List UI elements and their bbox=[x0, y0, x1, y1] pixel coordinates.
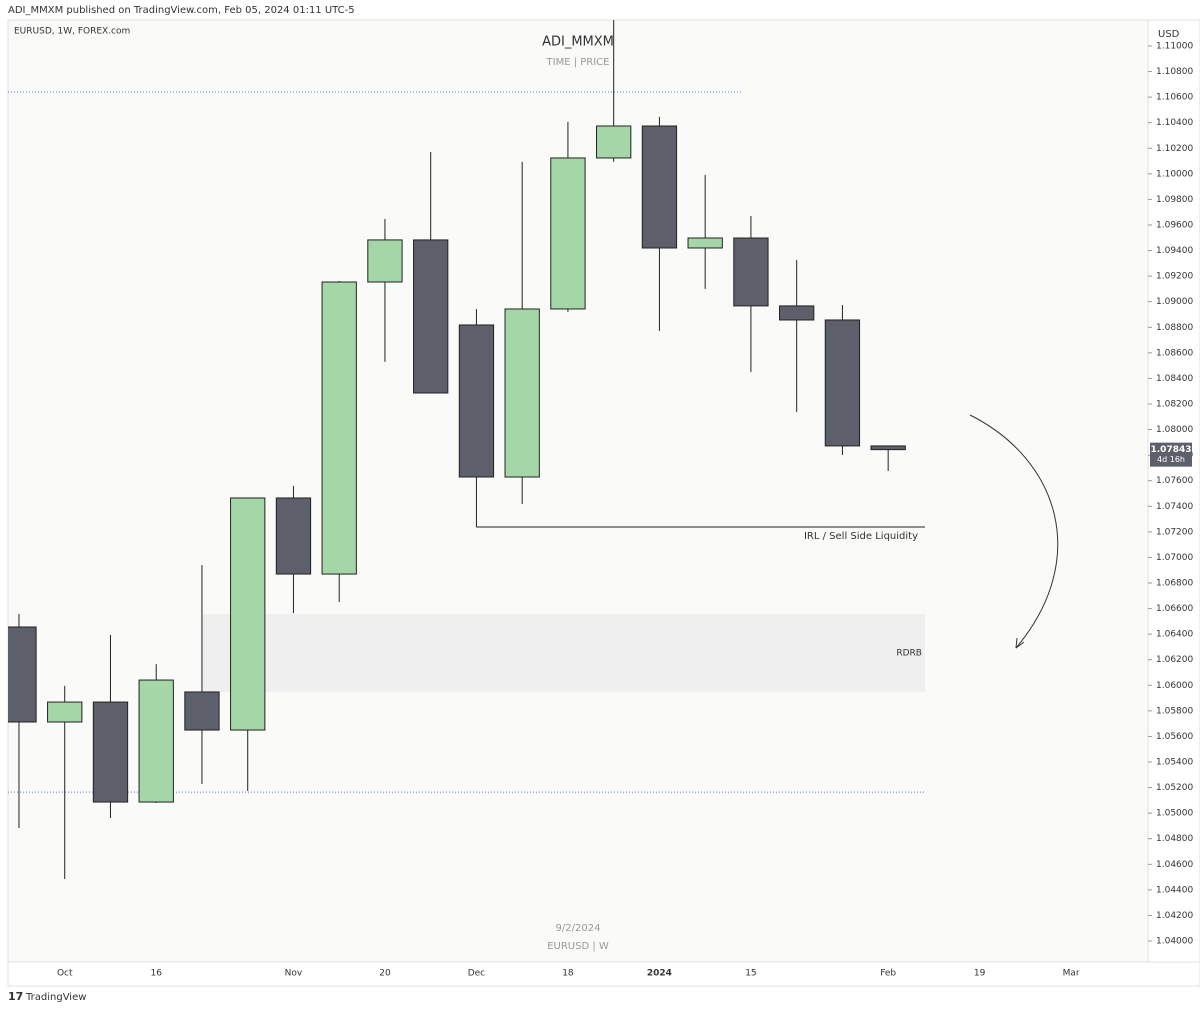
candle-body bbox=[92, 701, 129, 803]
price-axis bbox=[1147, 19, 1200, 963]
y-tick-label: 1.08600 bbox=[1156, 348, 1193, 358]
zone-label: RDRB bbox=[896, 648, 922, 658]
symbol: EURUSD, 1W, FOREX.com bbox=[14, 27, 130, 37]
y-tick-label: 1.09800 bbox=[1156, 195, 1193, 205]
x-tick-label: Feb bbox=[880, 969, 896, 979]
x-tick-label: Oct bbox=[57, 969, 73, 979]
y-tick-label: 1.06600 bbox=[1156, 604, 1193, 614]
candle-body bbox=[230, 497, 266, 731]
time-axis bbox=[7, 961, 1200, 987]
y-tick-label: 1.05800 bbox=[1156, 706, 1193, 716]
footer: TradingView bbox=[25, 992, 86, 1003]
y-tick-label: 1.08000 bbox=[1156, 425, 1193, 435]
watermark-symbol: EURUSD | W bbox=[547, 941, 609, 952]
chart-subtitle: TIME | PRICE bbox=[546, 57, 610, 68]
x-tick-label: Nov bbox=[285, 969, 303, 979]
zone bbox=[201, 613, 925, 692]
candle-body bbox=[47, 701, 83, 723]
candle-body bbox=[504, 308, 540, 478]
y-tick-label: 1.04000 bbox=[1156, 937, 1193, 947]
y-tick-label: 1.09600 bbox=[1156, 220, 1193, 230]
y-tick-label: 1.04400 bbox=[1156, 885, 1193, 895]
x-tick-label: 18 bbox=[562, 969, 574, 979]
candle-body bbox=[413, 239, 449, 394]
candle-body bbox=[184, 691, 220, 731]
x-tick-label: Mar bbox=[1063, 969, 1080, 979]
candle-body bbox=[870, 445, 906, 451]
x-tick-label: 15 bbox=[745, 969, 756, 979]
candle-body bbox=[550, 157, 586, 310]
price-tag-label: 1.07843 bbox=[1151, 445, 1192, 455]
y-tick-label: 1.07400 bbox=[1156, 502, 1193, 512]
x-tick-label: 16 bbox=[150, 969, 162, 979]
x-tick-label: Dec bbox=[468, 969, 485, 979]
y-tick-label: 1.10600 bbox=[1156, 93, 1193, 103]
y-tick-label: 1.09200 bbox=[1156, 272, 1193, 282]
price-tag bbox=[1150, 442, 1192, 467]
y-tick-label: 1.04200 bbox=[1156, 911, 1193, 921]
candle-body bbox=[8, 626, 37, 723]
candle-body bbox=[824, 319, 861, 447]
y-tick-label: 1.10400 bbox=[1156, 118, 1193, 128]
annotation-label: IRL / Sell Side Liquidity bbox=[804, 531, 918, 542]
plot bbox=[8, 20, 925, 880]
candle-body bbox=[779, 305, 815, 321]
y-tick-label: 1.05200 bbox=[1156, 783, 1193, 793]
y-tick-label: 1.06400 bbox=[1156, 630, 1193, 640]
candle-body bbox=[138, 679, 174, 803]
y-tick-label: 1.08800 bbox=[1156, 323, 1193, 333]
candle-body bbox=[275, 497, 312, 575]
y-tick-label: 1.06000 bbox=[1156, 681, 1193, 691]
y-tick-label: 1.07200 bbox=[1156, 527, 1193, 537]
candle-body bbox=[596, 125, 632, 159]
y-tick-label: 1.08400 bbox=[1156, 374, 1193, 384]
candle-body bbox=[458, 324, 495, 478]
x-tick-label: 2024 bbox=[647, 969, 672, 979]
candle-body bbox=[641, 125, 678, 249]
chart-title: ADI_MMXM bbox=[542, 35, 614, 50]
y-tick-label: 1.10800 bbox=[1156, 67, 1193, 77]
y-tick-label: 1.07600 bbox=[1156, 476, 1193, 486]
curved-arrow bbox=[969, 414, 1059, 649]
y-tick-label: 1.11000 bbox=[1156, 41, 1193, 51]
y-tick-label: 1.10200 bbox=[1156, 144, 1193, 154]
y-tick-label: 1.06200 bbox=[1156, 655, 1193, 665]
arrow-head bbox=[1015, 637, 1025, 649]
candle-body bbox=[367, 239, 403, 283]
y-tick-label: 1.07000 bbox=[1156, 553, 1193, 563]
y-tick-label: 1.10000 bbox=[1156, 169, 1193, 179]
y-tick-label: 1.08200 bbox=[1156, 399, 1193, 409]
y-tick-label: 1.05000 bbox=[1156, 809, 1193, 819]
x-tick-label: 19 bbox=[974, 969, 986, 979]
candle-body bbox=[733, 237, 769, 307]
axis-unit: USD bbox=[1158, 29, 1180, 40]
y-tick-label: 1.04800 bbox=[1156, 834, 1193, 844]
y-tick-label: 1.09400 bbox=[1156, 246, 1193, 256]
x-tick-label: 20 bbox=[379, 969, 391, 979]
candle-body bbox=[687, 237, 723, 249]
candle-body bbox=[321, 281, 357, 575]
logo: 𝟭𝟳 bbox=[8, 990, 23, 1003]
y-tick-label: 1.05600 bbox=[1156, 732, 1193, 742]
y-tick-label: 1.09000 bbox=[1156, 297, 1193, 307]
y-tick-label: 1.06800 bbox=[1156, 579, 1193, 589]
header: ADI_MMXM published on TradingView.com, F… bbox=[8, 5, 355, 16]
y-tick-label: 1.05400 bbox=[1156, 758, 1193, 768]
watermark-date: 9/2/2024 bbox=[556, 923, 601, 934]
countdown: 4d 16h bbox=[1157, 455, 1185, 464]
y-tick-label: 1.04600 bbox=[1156, 860, 1193, 870]
